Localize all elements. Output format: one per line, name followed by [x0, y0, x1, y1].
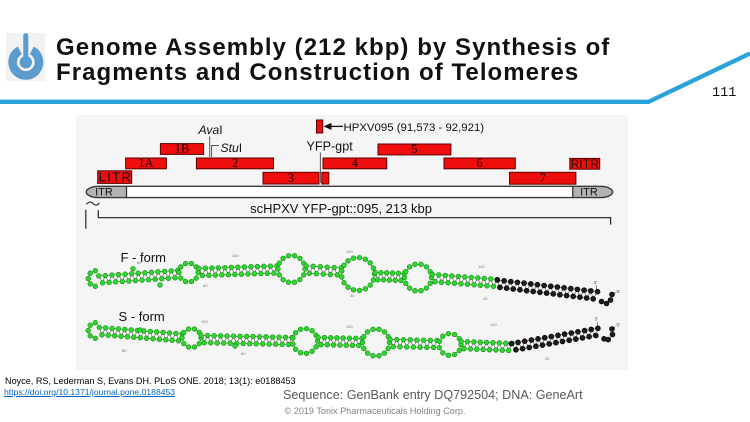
- svg-text:3: 3: [288, 171, 294, 185]
- svg-text:60: 60: [203, 283, 208, 288]
- svg-text:20: 20: [483, 296, 488, 301]
- svg-text:60: 60: [241, 351, 246, 356]
- svg-text:scHPXV YFP-gpt::095, 213 kbp: scHPXV YFP-gpt::095, 213 kbp: [250, 201, 432, 216]
- svg-text:80: 80: [122, 348, 127, 353]
- svg-text:3': 3': [594, 280, 598, 285]
- svg-text:80: 80: [137, 260, 142, 265]
- svg-text:140: 140: [478, 264, 485, 269]
- svg-text:StuI: StuI: [221, 141, 243, 155]
- svg-text:5': 5': [617, 289, 621, 294]
- svg-text:ITR: ITR: [580, 187, 598, 199]
- svg-text:3': 3': [595, 317, 599, 322]
- svg-text:4: 4: [352, 156, 359, 170]
- svg-text:100: 100: [201, 319, 208, 324]
- svg-text:RITR: RITR: [571, 158, 599, 171]
- svg-text:ITR: ITR: [95, 187, 113, 199]
- svg-text:LITR: LITR: [99, 170, 131, 184]
- svg-text:AvaI: AvaI: [198, 123, 223, 137]
- svg-text:F - form: F - form: [121, 250, 167, 265]
- svg-text:7: 7: [540, 171, 546, 185]
- svg-text:140: 140: [490, 322, 497, 327]
- svg-text:5: 5: [411, 142, 417, 156]
- svg-text:2: 2: [232, 156, 238, 170]
- svg-text:5': 5': [617, 323, 621, 328]
- svg-text:120: 120: [346, 249, 353, 254]
- svg-text:40: 40: [350, 293, 355, 298]
- svg-text:1A: 1A: [138, 156, 153, 170]
- svg-text:HPXV095 (91,573 - 92,921): HPXV095 (91,573 - 92,921): [344, 122, 485, 134]
- svg-text:100: 100: [232, 253, 239, 258]
- svg-text:1B: 1B: [175, 142, 190, 156]
- svg-text:6: 6: [476, 156, 482, 170]
- svg-text:120: 120: [346, 324, 353, 329]
- svg-text:S - form: S - form: [119, 309, 165, 324]
- svg-text:20: 20: [545, 356, 550, 361]
- svg-text:YFP-gpt: YFP-gpt: [307, 139, 354, 153]
